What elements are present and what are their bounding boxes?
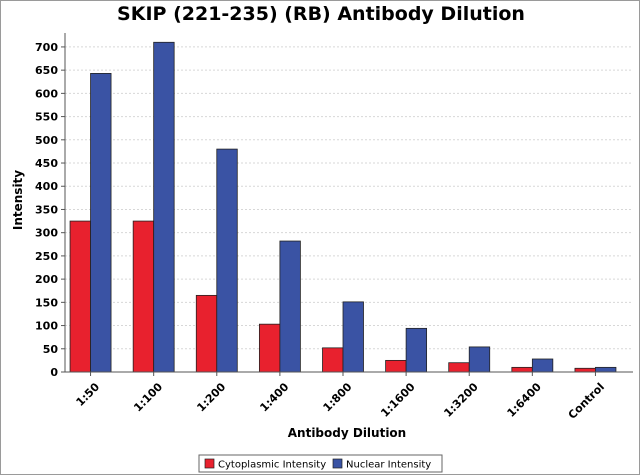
y-tick-label: 400: [35, 180, 58, 193]
y-tick-label: 300: [35, 227, 58, 240]
y-axis-label: Intensity: [11, 170, 25, 230]
y-tick-label: 200: [35, 273, 58, 286]
x-tick-label: Control: [566, 380, 607, 421]
x-axis-label: Antibody Dilution: [288, 426, 406, 440]
bar-nuclear-1:200: [216, 148, 238, 373]
y-tick-label: 500: [35, 134, 58, 147]
bar-cytoplasmic-1:1600: [385, 359, 407, 373]
y-tick-labels: 0 50 100 150 200 250 300 350 400 450 500 550 600 650 7…: [35, 41, 58, 379]
bar-nuclear-1:800: [342, 301, 364, 373]
legend-box: [198, 454, 443, 473]
bar-cytoplasmic-1:50: [69, 220, 91, 373]
legend-label-nuclear: Nuclear Intensity: [346, 460, 431, 471]
bar-nuclear-1:6400: [531, 358, 554, 373]
bar-nuclear-1:400: [279, 240, 301, 373]
bar-nuclear-1:50: [90, 73, 112, 373]
y-tick-label: 0: [50, 366, 58, 379]
bar-nuclear-1:100: [153, 41, 175, 373]
chart-title: SKIP (221-235) (RB) Antibody Dilution: [117, 3, 525, 25]
x-tick-label: 1:800: [321, 380, 355, 414]
x-tick-label: 1:1600: [378, 380, 418, 420]
y-tick-label: 350: [35, 203, 58, 216]
legend-swatch-nuclear: [332, 458, 343, 469]
x-tick-label: 1:200: [194, 380, 228, 414]
axes: [61, 33, 633, 376]
bar-cytoplasmic-1:3200: [448, 362, 470, 373]
y-tick-label: 50: [43, 343, 59, 356]
y-tick-label: 550: [35, 111, 58, 124]
x-tick-label: 1:400: [258, 380, 292, 414]
y-tick-label: 100: [35, 320, 58, 333]
x-tick-label: 1:100: [131, 380, 165, 414]
y-tick-label: 250: [35, 250, 58, 263]
y-tick-label: 650: [35, 64, 58, 77]
legend: Cytoplasmic Intensity Nuclear Intensity: [198, 454, 443, 473]
x-tick-label: 1:3200: [441, 380, 481, 420]
bar-cytoplasmic-1:200: [195, 294, 218, 373]
bar-cytoplasmic-1:6400: [511, 366, 533, 373]
bar-cytoplasmic-1:800: [322, 347, 344, 373]
bar-cytoplasmic-Control: [574, 367, 596, 373]
bar-cytoplasmic-1:100: [132, 220, 155, 373]
y-tick-label: 150: [35, 296, 58, 309]
bar-nuclear-Control: [595, 366, 617, 373]
x-tick-labels: 1:50 1:100 1:200 1:400 1:800 1:1600 1:3200 1:64…: [74, 380, 607, 422]
x-tick-label: 1:6400: [505, 380, 545, 420]
bar-nuclear-1:1600: [405, 327, 428, 373]
x-tick-label: 1:50: [74, 380, 103, 409]
y-tick-label: 450: [35, 157, 58, 170]
bar-cytoplasmic-1:400: [258, 323, 281, 373]
y-tick-label: 600: [35, 87, 58, 100]
bar-nuclear-1:3200: [468, 346, 491, 373]
y-tick-label: 700: [35, 41, 58, 54]
legend-label-cytoplasmic: Cytoplasmic Intensity: [218, 460, 326, 471]
bars: [69, 41, 617, 373]
legend-swatch-cytoplasmic: [204, 458, 215, 469]
